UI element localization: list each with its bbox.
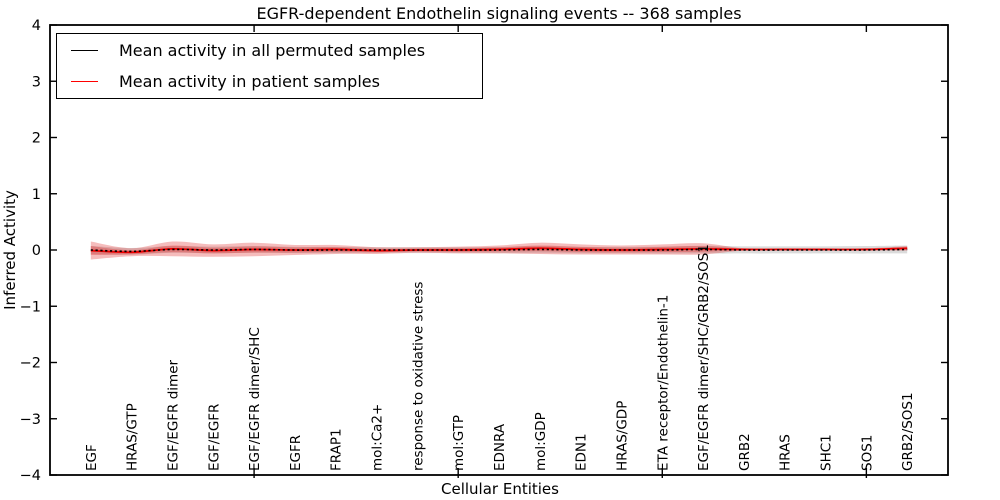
y-tick-label: −2 bbox=[20, 356, 41, 372]
x-category-label: mol:GDP bbox=[533, 412, 549, 471]
x-category-label: response to oxidative stress bbox=[410, 282, 426, 471]
y-tick-label: 2 bbox=[32, 131, 41, 147]
x-category-label: EDNRA bbox=[492, 423, 508, 471]
permuted-mean-line bbox=[90, 248, 908, 253]
y-axis-label: Inferred Activity bbox=[1, 190, 19, 310]
legend-label-permuted: Mean activity in all permuted samples bbox=[119, 41, 426, 61]
y-tick-label: −3 bbox=[20, 412, 41, 428]
legend-item-permuted: Mean activity in all permuted samples bbox=[57, 37, 482, 65]
x-category-label: EGF/EGFR bbox=[206, 404, 222, 471]
x-category-label: GRB2/SOS1 bbox=[900, 392, 916, 471]
y-tick-label: 0 bbox=[32, 243, 41, 259]
x-category-label: HRAS/GDP bbox=[615, 401, 631, 471]
x-category-label: ETA receptor/Endothelin-1 bbox=[655, 295, 671, 471]
x-category-label: HRAS/GTP bbox=[125, 403, 141, 471]
legend-item-patient: Mean activity in patient samples bbox=[57, 67, 482, 95]
x-category-label: EDN1 bbox=[574, 433, 590, 471]
x-category-label: EGF/EGFR dimer bbox=[166, 359, 182, 471]
x-category-label: EGFR bbox=[288, 435, 304, 471]
y-tick-label: −1 bbox=[20, 299, 41, 315]
x-category-label: EGF/EGFR dimer/SHC bbox=[247, 327, 263, 471]
x-category-label: EGF/EGFR dimer/SHC/GRB2/SOS1 bbox=[696, 244, 712, 471]
x-category-label: GRB2 bbox=[737, 433, 753, 471]
y-tick-label: 3 bbox=[32, 74, 41, 90]
x-category-label: SOS1 bbox=[859, 435, 875, 471]
x-category-label: SHC1 bbox=[819, 434, 835, 471]
x-category-label: mol:Ca2+ bbox=[370, 404, 386, 471]
x-category-label: EGF bbox=[84, 444, 100, 471]
legend: Mean activity in all permuted samples Me… bbox=[56, 33, 483, 99]
y-tick-label: 1 bbox=[32, 187, 41, 203]
y-tick-label: −4 bbox=[20, 468, 41, 484]
y-tick-label: 4 bbox=[32, 18, 41, 34]
chart-title: EGFR-dependent Endothelin signaling even… bbox=[256, 4, 742, 23]
permuted-line-swatch bbox=[71, 50, 98, 52]
x-category-label: mol:GTP bbox=[451, 415, 467, 471]
legend-label-patient: Mean activity in patient samples bbox=[119, 71, 380, 91]
x-axis-label: Cellular Entities bbox=[441, 480, 559, 498]
patient-line-swatch bbox=[71, 80, 98, 82]
x-category-label: FRAP1 bbox=[329, 428, 345, 471]
x-category-label: HRAS bbox=[778, 434, 794, 471]
